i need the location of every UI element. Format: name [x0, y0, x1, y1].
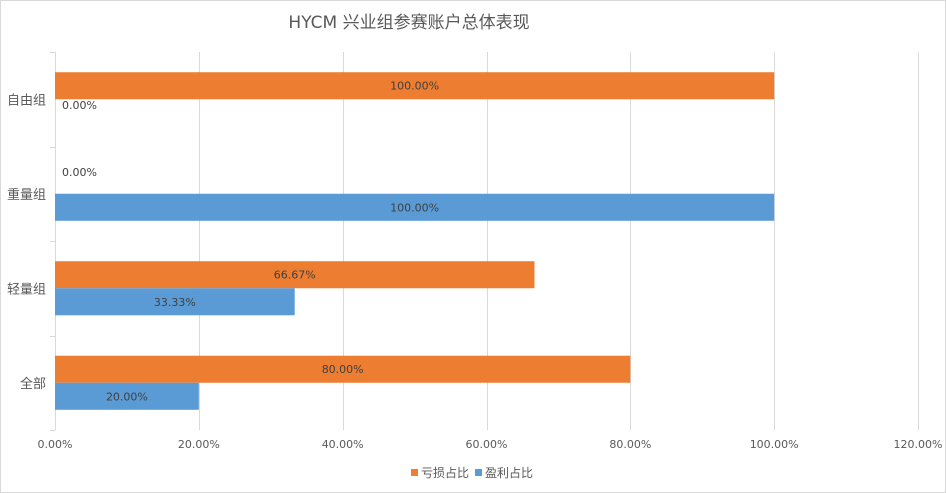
category-label: 重量组 — [7, 187, 46, 203]
data-label-盈利占比-自由组: 0.00% — [62, 99, 97, 112]
x-tick-label: 20.00% — [178, 438, 220, 451]
x-tick-label: 80.00% — [609, 438, 651, 451]
bar-盈利占比-重量组 — [55, 193, 775, 221]
x-tick-label: 40.00% — [322, 438, 364, 451]
data-label-亏损占比-重量组: 0.00% — [62, 166, 97, 179]
data-label-亏损占比-轻量组: 66.67% — [274, 269, 316, 282]
legend-label-series-2: 盈利占比 — [485, 465, 533, 480]
bar-亏损占比-自由组 — [55, 72, 775, 100]
category-label: 全部 — [20, 376, 46, 392]
data-label-盈利占比-全部: 20.00% — [106, 390, 148, 403]
bar-盈利占比-全部 — [55, 382, 199, 410]
x-tick-label: 0.00% — [38, 438, 73, 451]
data-label-盈利占比-轻量组: 33.33% — [154, 296, 196, 309]
bar-亏损占比-全部 — [55, 355, 631, 383]
bar-亏损占比-轻量组 — [55, 261, 535, 289]
chart-title: HYCM 兴业组参赛账户总体表现 — [288, 12, 529, 33]
legend: 亏损占比 盈利占比 — [411, 465, 533, 480]
data-label-亏损占比-自由组: 100.00% — [390, 80, 439, 93]
x-tick-label: 100.00% — [750, 438, 799, 451]
data-label-盈利占比-重量组: 100.00% — [390, 201, 439, 214]
bars — [55, 72, 775, 410]
legend-marker-series-2 — [475, 469, 482, 476]
x-axis: 0.00% 20.00% 40.00% 60.00% 80.00% 100.00% 120.… — [38, 438, 943, 451]
bar-盈利占比-轻量组 — [55, 288, 295, 316]
category-label: 自由组 — [7, 93, 46, 108]
x-tick-label: 60.00% — [466, 438, 508, 451]
data-labels: 100.00% 0.00% 66.67% 80.00% 0.00% 100.00% 33.3… — [62, 80, 439, 404]
data-label-亏损占比-全部: 80.00% — [322, 363, 364, 376]
category-label: 轻量组 — [7, 282, 46, 297]
x-tick-label: 120.00% — [894, 438, 943, 451]
legend-label-series-1: 亏损占比 — [421, 465, 469, 480]
legend-marker-series-1 — [411, 469, 418, 476]
